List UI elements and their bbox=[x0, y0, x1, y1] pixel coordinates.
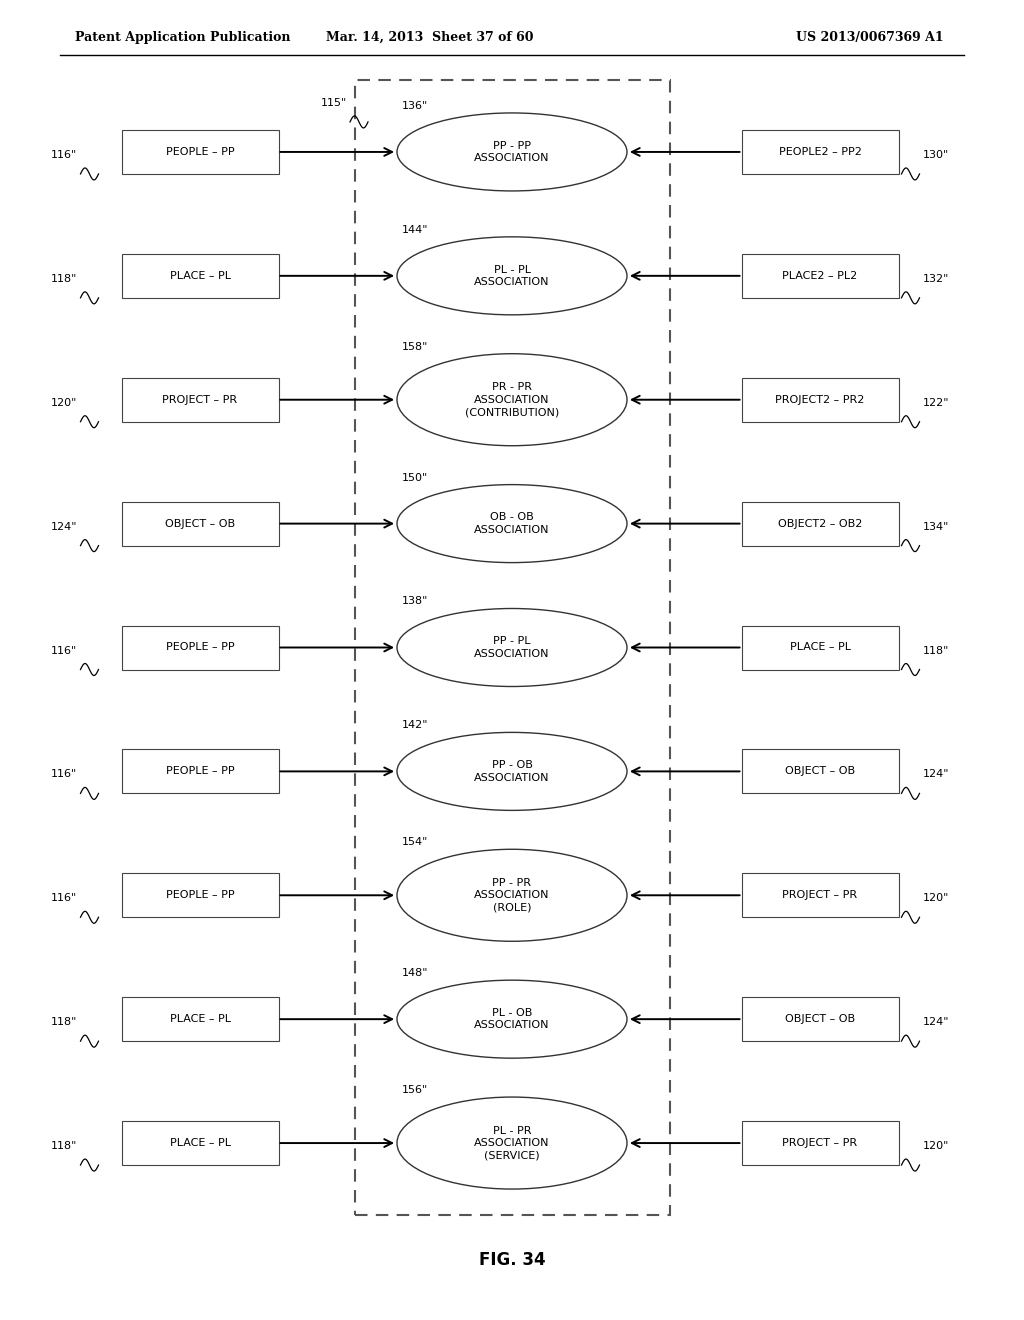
Text: 118": 118" bbox=[923, 645, 949, 656]
Text: PL - PR
ASSOCIATION
(SERVICE): PL - PR ASSOCIATION (SERVICE) bbox=[474, 1126, 550, 1160]
Text: PROJECT – PR: PROJECT – PR bbox=[782, 890, 857, 900]
Text: PEOPLE – PP: PEOPLE – PP bbox=[166, 890, 234, 900]
FancyBboxPatch shape bbox=[122, 1121, 279, 1166]
Ellipse shape bbox=[397, 981, 627, 1059]
Text: OBJECT – OB: OBJECT – OB bbox=[785, 1014, 855, 1024]
Ellipse shape bbox=[397, 354, 627, 446]
Text: 130": 130" bbox=[923, 150, 949, 160]
Text: PL - OB
ASSOCIATION: PL - OB ASSOCIATION bbox=[474, 1008, 550, 1031]
Text: PP - OB
ASSOCIATION: PP - OB ASSOCIATION bbox=[474, 760, 550, 783]
FancyBboxPatch shape bbox=[122, 626, 279, 669]
FancyBboxPatch shape bbox=[122, 253, 279, 298]
FancyBboxPatch shape bbox=[122, 874, 279, 917]
Text: 115": 115" bbox=[321, 98, 347, 108]
Ellipse shape bbox=[397, 1097, 627, 1189]
FancyBboxPatch shape bbox=[122, 750, 279, 793]
Text: OBJECT – OB: OBJECT – OB bbox=[785, 767, 855, 776]
Text: 134": 134" bbox=[923, 521, 949, 532]
Text: PEOPLE – PP: PEOPLE – PP bbox=[166, 643, 234, 652]
Text: PEOPLE2 – PP2: PEOPLE2 – PP2 bbox=[778, 147, 861, 157]
Text: PEOPLE – PP: PEOPLE – PP bbox=[166, 767, 234, 776]
Text: FIG. 34: FIG. 34 bbox=[478, 1251, 546, 1269]
Ellipse shape bbox=[397, 236, 627, 315]
Text: OBJECT2 – OB2: OBJECT2 – OB2 bbox=[778, 519, 862, 528]
Text: PP - PL
ASSOCIATION: PP - PL ASSOCIATION bbox=[474, 636, 550, 659]
Ellipse shape bbox=[397, 484, 627, 562]
Text: 142": 142" bbox=[402, 721, 428, 730]
Text: PLACE2 – PL2: PLACE2 – PL2 bbox=[782, 271, 858, 281]
FancyBboxPatch shape bbox=[741, 1121, 898, 1166]
Text: PLACE – PL: PLACE – PL bbox=[790, 643, 851, 652]
Text: 118": 118" bbox=[51, 1018, 78, 1027]
FancyBboxPatch shape bbox=[741, 129, 898, 174]
Text: PLACE – PL: PLACE – PL bbox=[170, 1014, 230, 1024]
Ellipse shape bbox=[397, 114, 627, 191]
Text: PEOPLE – PP: PEOPLE – PP bbox=[166, 147, 234, 157]
FancyBboxPatch shape bbox=[122, 378, 279, 421]
Text: PP - PP
ASSOCIATION: PP - PP ASSOCIATION bbox=[474, 141, 550, 164]
Text: OBJECT – OB: OBJECT – OB bbox=[165, 519, 236, 528]
Text: PLACE – PL: PLACE – PL bbox=[170, 1138, 230, 1148]
Text: 154": 154" bbox=[402, 837, 428, 847]
Text: PL - PL
ASSOCIATION: PL - PL ASSOCIATION bbox=[474, 264, 550, 286]
Text: 116": 116" bbox=[51, 770, 78, 779]
Text: 124": 124" bbox=[923, 770, 949, 779]
Text: PR - PR
ASSOCIATION
(CONTRIBUTION): PR - PR ASSOCIATION (CONTRIBUTION) bbox=[465, 383, 559, 417]
Text: 158": 158" bbox=[402, 342, 428, 351]
Text: 124": 124" bbox=[51, 521, 78, 532]
Text: Mar. 14, 2013  Sheet 37 of 60: Mar. 14, 2013 Sheet 37 of 60 bbox=[327, 30, 534, 44]
FancyBboxPatch shape bbox=[741, 750, 898, 793]
Text: PLACE – PL: PLACE – PL bbox=[170, 271, 230, 281]
Text: PP - PR
ASSOCIATION
(ROLE): PP - PR ASSOCIATION (ROLE) bbox=[474, 878, 550, 912]
Text: 120": 120" bbox=[51, 397, 78, 408]
Text: 124": 124" bbox=[923, 1018, 949, 1027]
FancyBboxPatch shape bbox=[741, 626, 898, 669]
Text: 118": 118" bbox=[51, 1140, 78, 1151]
Text: US 2013/0067369 A1: US 2013/0067369 A1 bbox=[797, 30, 944, 44]
Ellipse shape bbox=[397, 849, 627, 941]
Text: 132": 132" bbox=[923, 273, 949, 284]
Text: PROJECT2 – PR2: PROJECT2 – PR2 bbox=[775, 395, 864, 405]
Text: 144": 144" bbox=[402, 224, 428, 235]
Text: 120": 120" bbox=[923, 1140, 949, 1151]
FancyBboxPatch shape bbox=[741, 874, 898, 917]
Text: 136": 136" bbox=[402, 100, 428, 111]
Text: OB - OB
ASSOCIATION: OB - OB ASSOCIATION bbox=[474, 512, 550, 535]
Text: PROJECT – PR: PROJECT – PR bbox=[163, 395, 238, 405]
Text: Patent Application Publication: Patent Application Publication bbox=[75, 30, 291, 44]
Text: 118": 118" bbox=[51, 273, 78, 284]
FancyBboxPatch shape bbox=[122, 502, 279, 545]
FancyBboxPatch shape bbox=[741, 378, 898, 421]
Text: 148": 148" bbox=[402, 968, 428, 978]
Ellipse shape bbox=[397, 733, 627, 810]
FancyBboxPatch shape bbox=[741, 502, 898, 545]
Text: 116": 116" bbox=[51, 894, 78, 903]
FancyBboxPatch shape bbox=[741, 253, 898, 298]
FancyBboxPatch shape bbox=[122, 997, 279, 1041]
Text: PROJECT – PR: PROJECT – PR bbox=[782, 1138, 857, 1148]
FancyBboxPatch shape bbox=[122, 129, 279, 174]
Text: 156": 156" bbox=[402, 1085, 428, 1096]
Text: 138": 138" bbox=[402, 597, 428, 606]
Text: 116": 116" bbox=[51, 645, 78, 656]
Text: 116": 116" bbox=[51, 150, 78, 160]
FancyBboxPatch shape bbox=[741, 997, 898, 1041]
Ellipse shape bbox=[397, 609, 627, 686]
Text: 150": 150" bbox=[402, 473, 428, 483]
Text: 122": 122" bbox=[923, 397, 949, 408]
Text: 120": 120" bbox=[923, 894, 949, 903]
